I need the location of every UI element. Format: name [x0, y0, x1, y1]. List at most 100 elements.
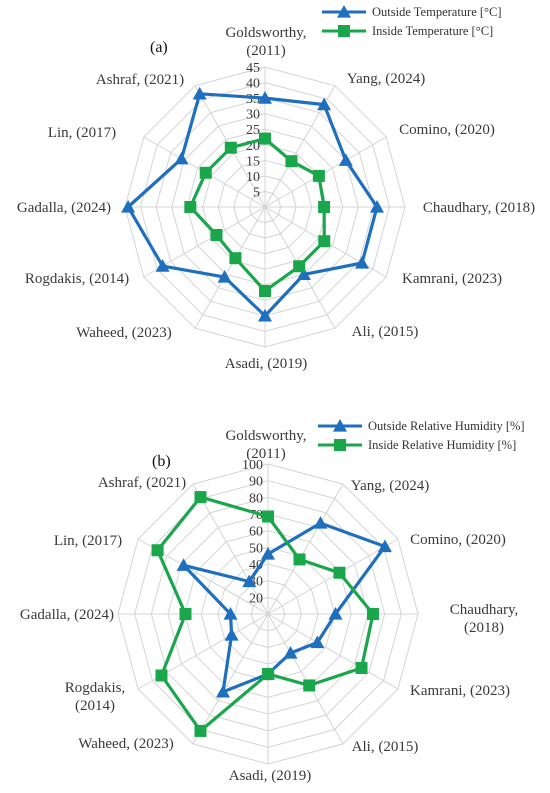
data-point — [293, 260, 306, 273]
category-label: Comino, (2020) — [410, 532, 506, 548]
grid-spoke — [267, 538, 399, 615]
radial-tick-label: 40 — [246, 77, 260, 92]
grid-spoke — [267, 613, 344, 745]
legend-marker — [337, 5, 351, 18]
data-point — [377, 539, 392, 553]
legend-marker — [338, 25, 350, 37]
data-point — [312, 169, 325, 182]
grid-spoke — [192, 613, 269, 745]
data-point — [338, 153, 353, 166]
category-label: Yang, (2024) — [351, 478, 429, 494]
data-point — [313, 516, 328, 529]
data-point — [310, 635, 325, 649]
radial-tick-label: 50 — [249, 541, 263, 556]
category-label: Ali, (2015) — [352, 324, 419, 340]
panel-label: (b) — [152, 453, 171, 470]
data-point — [155, 259, 170, 272]
category-label: Kamrani, (2023) — [402, 271, 502, 287]
category-label: Ali, (2015) — [352, 739, 419, 755]
data-point — [261, 547, 275, 560]
category-label: Goldsworthy, (2011) — [225, 428, 306, 462]
category-label: Kamrani, (2023) — [410, 683, 510, 699]
grid-spoke — [192, 483, 269, 615]
category-label: Rogdakis, (2014) — [65, 680, 125, 714]
legend-entry: Inside Temperature [°C] — [372, 24, 493, 38]
data-point — [242, 574, 257, 588]
category-label: Comino, (2020) — [399, 122, 495, 138]
radial-tick-label: 80 — [249, 491, 263, 506]
category-label: Gadalla, (2024) — [17, 200, 111, 216]
grid-spoke — [264, 136, 387, 208]
radial-tick-label: 60 — [249, 525, 263, 540]
category-label: Asadi, (2019) — [229, 768, 312, 784]
data-point — [296, 267, 311, 280]
data-point — [224, 628, 239, 641]
data-point — [258, 91, 272, 104]
data-point — [174, 151, 189, 165]
legend-marker — [333, 419, 347, 432]
data-point — [259, 132, 271, 145]
category-label: Ashraf, (2021) — [98, 475, 186, 491]
series-line — [182, 521, 387, 694]
data-point — [259, 285, 271, 297]
legend-entry: Inside Relative Humidity [%] — [368, 438, 516, 452]
data-point — [216, 684, 230, 698]
data-point — [121, 200, 136, 213]
legend: Outside Temperature [°C] Inside Temperatu… — [322, 5, 502, 38]
data-point — [223, 607, 238, 620]
data-point — [355, 662, 368, 674]
data-point — [317, 97, 332, 111]
radial-tick-label: 90 — [249, 475, 263, 490]
panel-label: (a) — [150, 39, 168, 56]
data-point — [367, 608, 379, 620]
category-label: Gadalla, (2024) — [20, 607, 114, 623]
data-point — [262, 510, 274, 523]
data-point — [210, 229, 223, 241]
radial-tick-label: 30 — [246, 108, 260, 123]
category-label: Rogdakis, (2014) — [25, 271, 129, 287]
data-point — [176, 558, 191, 571]
data-point — [184, 201, 197, 213]
data-point — [303, 679, 316, 692]
data-point — [179, 608, 192, 620]
data-point — [192, 86, 207, 100]
data-point — [318, 235, 331, 248]
data-point — [229, 252, 242, 265]
data-point — [217, 270, 232, 283]
data-point — [194, 491, 207, 504]
data-point — [224, 141, 237, 154]
radial-tick-label: 20 — [249, 591, 263, 606]
grid-spoke — [194, 206, 266, 329]
category-label: Waheed, (2023) — [78, 736, 173, 752]
radial-tick-label: 35 — [246, 92, 260, 107]
legend: Outside Relative Humidity [%] Inside Rela… — [318, 419, 525, 452]
radial-tick-label: 100 — [242, 458, 263, 473]
data-point — [285, 155, 298, 168]
data-point — [333, 566, 346, 579]
category-label: Yang, (2024) — [347, 71, 425, 87]
category-label: Lin, (2017) — [54, 533, 122, 549]
data-point — [328, 607, 343, 620]
legend-marker — [334, 439, 346, 451]
radial-tick-label: 10 — [246, 170, 260, 185]
data-point — [293, 553, 306, 566]
category-label: Chaudhary, (2018) — [423, 200, 535, 216]
category-label: Waheed, (2023) — [76, 325, 171, 341]
data-point — [262, 668, 274, 680]
data-point — [354, 256, 369, 269]
data-point — [155, 669, 168, 682]
legend-entry: Outside Relative Humidity [%] — [368, 419, 525, 433]
category-label: Goldsworthy, (2011) — [225, 25, 306, 59]
category-label: Asadi, (2019) — [225, 356, 308, 372]
data-point — [151, 544, 164, 557]
data-point — [199, 166, 212, 179]
data-point — [194, 724, 207, 737]
radial-tick-label: 5 — [253, 185, 260, 200]
category-label: Ashraf, (2021) — [96, 72, 184, 88]
radial-tick-label: 45 — [246, 61, 260, 76]
category-label: Lin, (2017) — [48, 125, 116, 141]
data-point — [318, 201, 331, 213]
